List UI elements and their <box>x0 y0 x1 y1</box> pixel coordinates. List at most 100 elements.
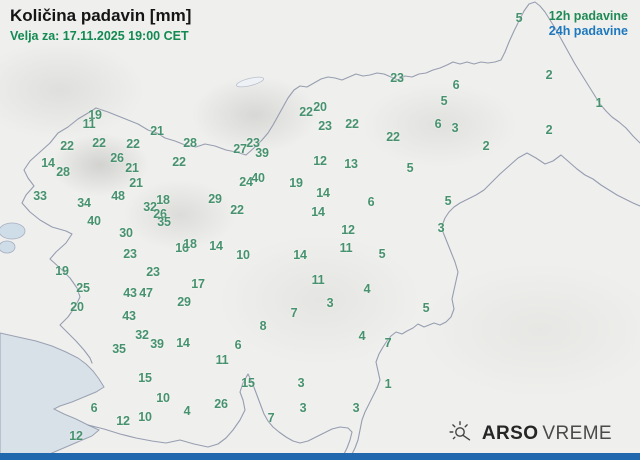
station-value: 21 <box>150 124 164 138</box>
station-value: 39 <box>255 146 269 160</box>
station-value: 8 <box>259 319 267 333</box>
station-value: 10 <box>156 391 170 405</box>
map-header: Količina padavin [mm] Velja za: 17.11.20… <box>10 6 191 43</box>
station-value: 14 <box>41 156 55 170</box>
station-value: 23 <box>146 265 160 279</box>
page-title: Količina padavin [mm] <box>10 6 192 25</box>
station-value: 7 <box>267 411 275 425</box>
station-value: 30 <box>119 226 133 240</box>
station-value: 4 <box>363 282 371 296</box>
station-value: 12 <box>341 223 355 237</box>
station-value: 34 <box>77 196 91 210</box>
station-value: 22 <box>386 130 400 144</box>
station-value: 7 <box>290 306 298 320</box>
station-value: 3 <box>297 376 305 390</box>
legend-12h-link[interactable]: 12h padavine <box>548 9 628 23</box>
station-value: 5 <box>422 301 430 315</box>
station-value: 28 <box>56 165 70 179</box>
station-value: 3 <box>437 221 445 235</box>
sea-area <box>0 332 105 454</box>
station-value: 27 <box>233 142 247 156</box>
station-value: 15 <box>138 371 152 385</box>
station-value: 5 <box>515 11 523 25</box>
station-value: 3 <box>352 401 360 415</box>
station-value: 6 <box>234 338 242 352</box>
station-value: 48 <box>111 189 125 203</box>
station-value: 22 <box>126 137 140 151</box>
station-value: 23 <box>318 119 332 133</box>
station-value: 14 <box>311 205 325 219</box>
station-value: 17 <box>191 277 205 291</box>
station-value: 5 <box>440 94 448 108</box>
station-value: 3 <box>451 121 459 135</box>
station-value: 22 <box>299 105 313 119</box>
station-value: 10 <box>236 248 250 262</box>
station-value: 22 <box>345 117 359 131</box>
station-value: 26 <box>153 207 167 221</box>
station-value: 2 <box>545 68 553 82</box>
station-value: 12 <box>313 154 327 168</box>
station-value: 39 <box>150 337 164 351</box>
brand-vreme: VREME <box>542 422 612 444</box>
station-value: 2 <box>482 139 490 153</box>
station-value: 22 <box>92 136 106 150</box>
lake <box>0 222 26 240</box>
station-value: 26 <box>214 397 228 411</box>
station-value: 19 <box>289 176 303 190</box>
station-value: 5 <box>444 194 452 208</box>
station-value: 22 <box>172 155 186 169</box>
station-value: 43 <box>123 286 137 300</box>
station-value: 11 <box>82 117 96 131</box>
station-value: 6 <box>367 195 375 209</box>
station-value: 5 <box>378 247 386 261</box>
station-value: 13 <box>344 157 358 171</box>
station-value: 19 <box>55 264 69 278</box>
station-value: 25 <box>76 281 90 295</box>
legend-24h-link[interactable]: 24h padavine <box>548 24 628 38</box>
station-value: 1 <box>595 96 603 110</box>
station-value: 18 <box>183 237 197 251</box>
station-value: 43 <box>122 309 136 323</box>
station-value: 11 <box>215 353 229 367</box>
station-value: 40 <box>87 214 101 228</box>
border-north <box>95 1 640 156</box>
border-east <box>351 152 640 454</box>
sun-icon <box>448 419 472 448</box>
station-value: 40 <box>251 171 265 185</box>
station-value: 18 <box>156 193 170 207</box>
station-value: 11 <box>339 241 353 255</box>
station-value: 4 <box>183 404 191 418</box>
duration-legend: 12h padavine 24h padavine <box>549 9 628 39</box>
station-value: 23 <box>123 247 137 261</box>
station-value: 33 <box>33 189 47 203</box>
station-value: 29 <box>177 295 191 309</box>
station-value: 21 <box>129 176 143 190</box>
station-value: 19 <box>88 108 102 122</box>
station-value: 14 <box>293 248 307 262</box>
station-value: 6 <box>90 401 98 415</box>
lake <box>0 240 16 254</box>
station-value: 2 <box>545 123 553 137</box>
station-value: 32 <box>143 200 157 214</box>
station-value: 4 <box>358 329 366 343</box>
station-value: 22 <box>230 203 244 217</box>
station-value: 21 <box>125 161 139 175</box>
station-value: 29 <box>208 192 222 206</box>
station-value: 3 <box>326 296 334 310</box>
station-value: 5 <box>406 161 414 175</box>
station-value: 20 <box>313 100 327 114</box>
station-value: 14 <box>176 336 190 350</box>
station-value: 14 <box>209 239 223 253</box>
station-value: 26 <box>110 151 124 165</box>
arso-vreme-logo: ARSO VREME <box>448 419 612 448</box>
station-value: 28 <box>183 136 197 150</box>
station-value: 6 <box>434 117 442 131</box>
station-value: 35 <box>157 215 171 229</box>
brand-arso: ARSO <box>481 422 539 444</box>
lake <box>235 76 265 88</box>
station-value: 32 <box>135 328 149 342</box>
station-value: 47 <box>139 286 153 300</box>
station-value: 10 <box>138 410 152 424</box>
